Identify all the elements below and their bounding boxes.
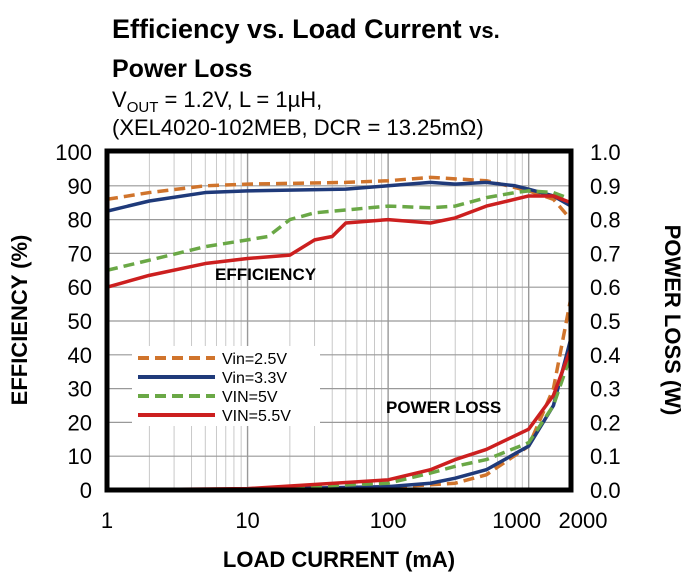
y-left-tick-label: 50 [68,309,92,334]
y-left-tick-label: 0 [80,478,92,503]
y-right-tick-label: 0.6 [590,275,621,300]
y-right-tick-label: 0.0 [590,478,621,503]
efficiency-line-1 [107,175,571,221]
y-right-tick-label: 0.7 [590,241,621,266]
efficiency-line-4 [107,194,571,289]
y-right-tick-label: 0.2 [590,410,621,435]
y-left-tick-label: 40 [68,343,92,368]
y-right-tick-label: 0.8 [590,208,621,233]
chart-title-line2: Power Loss [112,55,252,83]
y-axis-right-label: POWER LOSS (W) [660,225,683,416]
grid [107,152,572,490]
chart-subtitle-line1: VOUT = 1.2V, L = 1µH, [112,87,322,116]
x-tick-label: 2000 [559,508,608,533]
efficiency-line-2 [107,180,571,213]
y-left-tick-label: 20 [68,410,92,435]
x-tick-label: 100 [370,508,407,533]
series-group [107,175,571,490]
efficiency-line-3 [107,189,571,273]
plot-frame [104,148,574,493]
y-left-tick-label: 70 [68,241,92,266]
y-left-tick-label: 60 [68,275,92,300]
y-left-tick-label: 80 [68,208,92,233]
y-right-tick-label: 0.1 [590,444,621,469]
legend: Vin=2.5V Vin=3.3V VIN=5V VIN=5.5V [132,346,320,426]
x-tick-label: 1000 [492,508,541,533]
legend-label: VIN=5.5V [222,408,291,425]
legend-label: Vin=2.5V [222,351,287,368]
annotation-efficiency: EFFICIENCY [215,265,317,284]
legend-label: Vin=3.3V [222,370,287,387]
y-right-tick-label: 0.3 [590,377,621,402]
legend-label: VIN=5V [222,389,278,406]
y-left-tick-label: 30 [68,377,92,402]
chart-title-line1: Efficiency vs. Load Current vs. [112,14,500,44]
power-loss-line-4 [107,347,571,490]
y-axis-left-label: EFFICIENCY (%) [7,235,32,406]
chart-subtitle-line2: (XEL4020-102MEB, DCR = 13.25mΩ) [112,115,484,140]
y-right-tick-label: 0.4 [590,343,621,368]
x-tick-label: 10 [235,508,259,533]
y-right-tick-label: 1.0 [590,140,621,165]
y-left-tick-label: 10 [68,444,92,469]
y-left-tick-label: 100 [55,140,92,165]
x-axis-label: LOAD CURRENT (mA) [223,547,455,572]
annotation-power-loss: POWER LOSS [386,398,501,417]
y-right-tick-label: 0.5 [590,309,621,334]
x-tick-label: 1 [101,508,113,533]
y-left-tick-label: 90 [68,174,92,199]
y-right-tick-label: 0.9 [590,174,621,199]
tick-labels: 1 10 100 1000 2000 0 10 20 30 40 50 60 70 80 90 100 0.0 0… [55,140,620,533]
